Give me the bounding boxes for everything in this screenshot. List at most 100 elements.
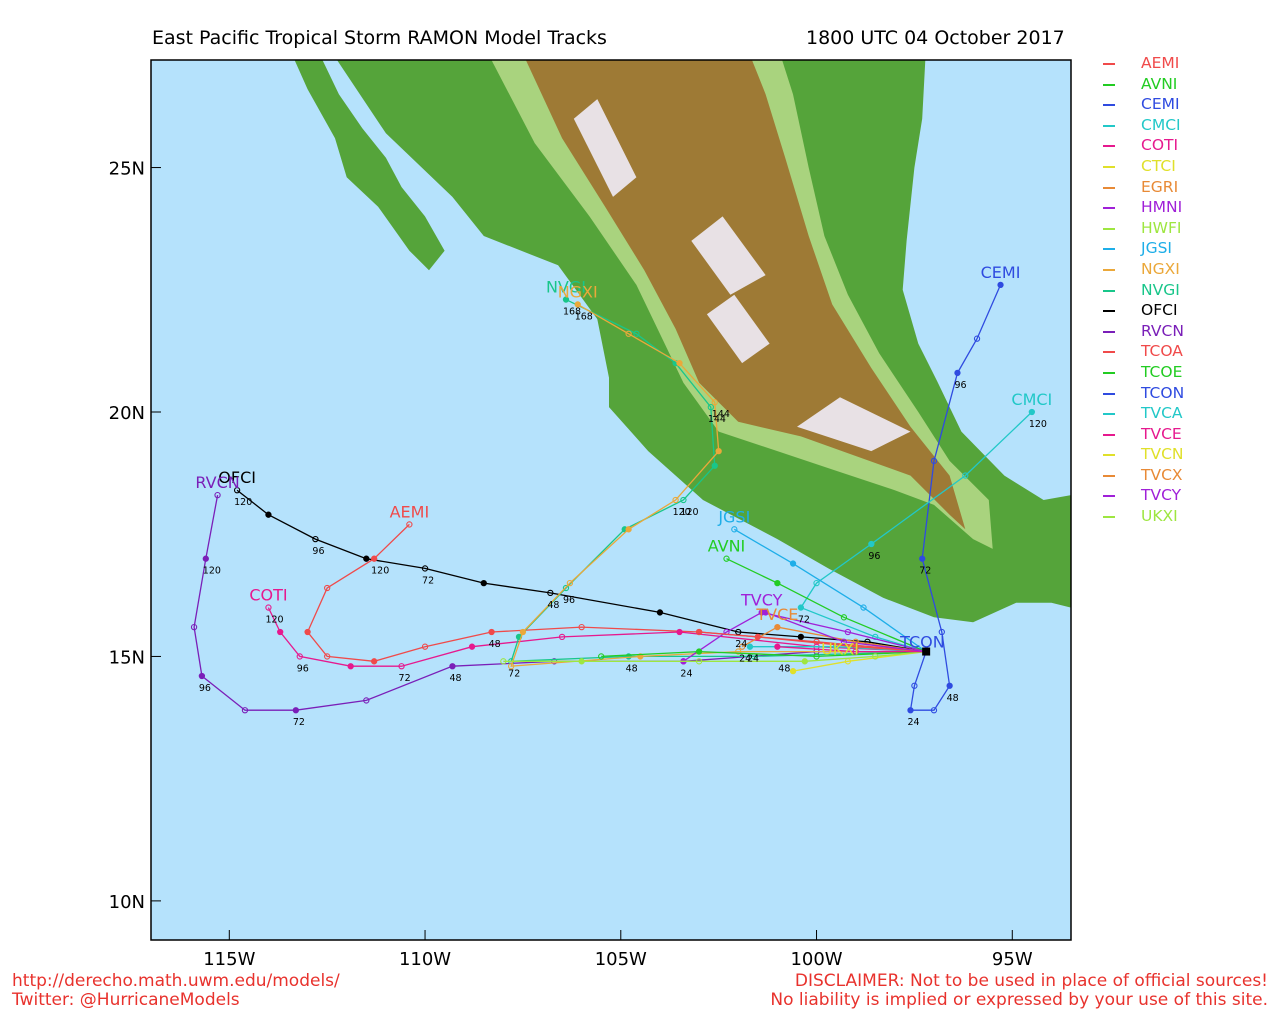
track-label-avni: AVNI bbox=[708, 537, 746, 556]
legend-swatch bbox=[1103, 124, 1115, 127]
legend-swatch bbox=[1103, 413, 1115, 416]
track-point bbox=[406, 521, 413, 528]
legend-label: CEMI bbox=[1141, 95, 1180, 114]
legend-swatch bbox=[1103, 63, 1115, 65]
track-point bbox=[789, 560, 797, 567]
track-label-aemi: AEMI bbox=[390, 502, 430, 521]
forecast-hour-label: 120 bbox=[680, 507, 698, 518]
track-point bbox=[421, 643, 429, 650]
labels-layer: 24 48 72 96 120 OFCI 48 120 AEMI 72 96 120 COTI 24 48 7… bbox=[195, 263, 1052, 728]
y-tick-label: 10N bbox=[109, 892, 145, 913]
track-line-rvcn bbox=[193, 494, 927, 711]
mountain-peak bbox=[691, 216, 766, 295]
legend-swatch bbox=[1103, 330, 1115, 333]
track-point bbox=[296, 653, 303, 660]
forecast-hour-label: 72 bbox=[293, 717, 305, 728]
track-point bbox=[695, 628, 703, 636]
track-line-hmni bbox=[765, 611, 927, 653]
terrain-layer bbox=[294, 60, 1071, 623]
legend-swatch bbox=[1103, 104, 1115, 107]
forecast-hour-label: 96 bbox=[868, 551, 880, 562]
track-point bbox=[840, 638, 848, 645]
forecast-hour-label: 144 bbox=[708, 414, 726, 425]
track-point bbox=[508, 663, 515, 670]
track-point bbox=[578, 658, 585, 665]
forecast-hour-label: 120 bbox=[203, 566, 221, 577]
legend-swatch bbox=[1103, 165, 1115, 168]
mountain-peak bbox=[706, 294, 770, 364]
track-point bbox=[844, 628, 852, 636]
current-position-label: TCON bbox=[899, 633, 945, 652]
track-point bbox=[774, 579, 781, 587]
forecast-hour-label: 72 bbox=[422, 575, 434, 586]
track-line-ofci bbox=[236, 489, 927, 653]
legend-label: HMNI bbox=[1141, 198, 1183, 217]
map-title: East Pacific Tropical Storm RAMON Model … bbox=[152, 27, 607, 49]
track-point bbox=[421, 565, 429, 572]
map-date: 1800 UTC 04 October 2017 bbox=[806, 27, 1065, 49]
legend-label: OFCI bbox=[1141, 301, 1178, 320]
track-point bbox=[907, 707, 914, 714]
x-tick-label: 105W bbox=[595, 949, 647, 970]
track-point bbox=[304, 628, 311, 636]
track-point bbox=[868, 540, 875, 548]
track-point bbox=[731, 526, 738, 533]
track-label-rvcn: RVCN bbox=[195, 473, 239, 492]
track-label-tvcn: UKXI bbox=[821, 639, 859, 658]
legend-swatch bbox=[1103, 516, 1115, 519]
footer-url[interactable]: http://derecho.math.uwm.edu/models/ bbox=[12, 971, 340, 991]
legend-label: COTI bbox=[1141, 136, 1179, 155]
track-point bbox=[746, 643, 754, 650]
track-point bbox=[962, 472, 969, 479]
forecast-hour-label: 120 bbox=[673, 507, 691, 518]
legend-label: UKXI bbox=[1141, 507, 1178, 526]
baja-california bbox=[294, 60, 445, 271]
track-tvce bbox=[774, 643, 927, 655]
track-line-tcoe bbox=[601, 650, 927, 658]
forecast-hour-label: 120 bbox=[371, 566, 389, 577]
forecast-hour-label: 144 bbox=[712, 409, 730, 420]
legend-swatch bbox=[1103, 227, 1115, 230]
track-point bbox=[265, 511, 272, 518]
legend-swatch bbox=[1103, 186, 1115, 189]
legend-swatch bbox=[1103, 289, 1115, 292]
track-point bbox=[735, 648, 742, 655]
track-line-ukxi bbox=[503, 650, 927, 662]
track-point bbox=[202, 555, 209, 562]
track-point bbox=[547, 589, 554, 597]
forecast-hour-label: 96 bbox=[297, 663, 309, 674]
legend-swatch bbox=[1103, 207, 1115, 210]
forecast-hour-label: 24 bbox=[907, 717, 919, 728]
x-tick-label: 100W bbox=[790, 949, 842, 970]
track-point bbox=[707, 403, 714, 411]
plot-frame bbox=[150, 59, 1072, 941]
forecast-hour-label: 24 bbox=[680, 668, 692, 679]
track-point bbox=[214, 491, 221, 499]
track-point bbox=[832, 643, 840, 650]
track-point bbox=[292, 707, 300, 714]
forecast-hour-label: 72 bbox=[798, 615, 810, 626]
track-point bbox=[625, 330, 632, 337]
legend-swatch bbox=[1103, 351, 1115, 354]
forecast-hour-label: 48 bbox=[778, 663, 790, 674]
axes-layer: 115W 110W 105W 100W 95W 25N 20N 15N 10N bbox=[109, 159, 1033, 970]
track-point bbox=[598, 653, 605, 660]
forecast-hour-label: 72 bbox=[919, 566, 931, 577]
track-point bbox=[370, 555, 378, 562]
track-point bbox=[723, 555, 730, 562]
track-label-cemi: CEMI bbox=[981, 263, 1021, 282]
track-line-tcoa bbox=[699, 631, 927, 653]
track-line-tvcn bbox=[792, 650, 927, 672]
forecast-hour-label: 168 bbox=[563, 307, 581, 318]
legend-swatch bbox=[1103, 371, 1115, 374]
footer-disclaimer: DISCLAIMER: Not to be used in place of o… bbox=[794, 971, 1268, 991]
track-coti bbox=[265, 604, 927, 670]
track-point bbox=[797, 604, 805, 611]
track-point bbox=[973, 335, 981, 342]
forecast-hour-label: 168 bbox=[575, 311, 593, 322]
track-point bbox=[738, 643, 746, 650]
track-point bbox=[363, 555, 370, 562]
track-label-nvgi: NVGI bbox=[546, 278, 586, 297]
legend-label: CTCI bbox=[1141, 156, 1176, 175]
track-point bbox=[797, 633, 805, 641]
